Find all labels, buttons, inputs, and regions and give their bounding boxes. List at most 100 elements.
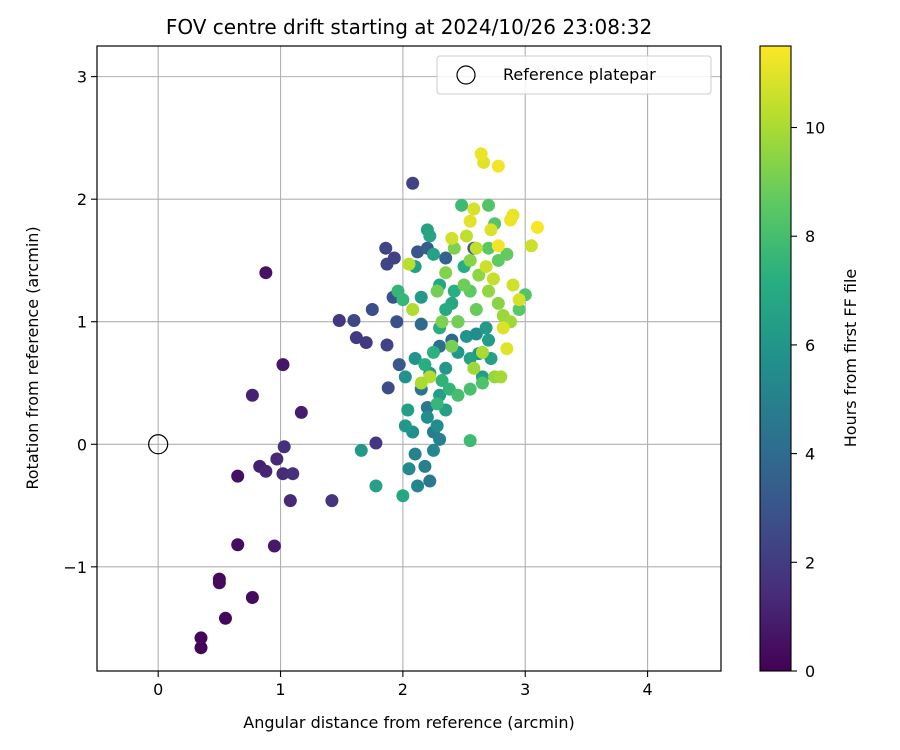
- data-point: [463, 214, 477, 228]
- data-point: [469, 302, 483, 316]
- data-point: [387, 251, 401, 265]
- y-tick-label: −1: [63, 558, 87, 577]
- data-point: [354, 443, 368, 457]
- colorbar-ticks: 0 2 4 6 8 10: [791, 119, 825, 681]
- colorbar-gradient: [760, 46, 791, 671]
- data-point: [194, 641, 208, 655]
- y-axis: −1 0 1 2 3: [63, 68, 97, 577]
- data-point: [463, 434, 477, 448]
- data-points: [194, 147, 544, 655]
- data-point: [460, 329, 474, 343]
- data-point: [524, 239, 538, 253]
- colorbar-tick-label: 8: [805, 227, 815, 246]
- data-point: [457, 278, 471, 292]
- data-point: [530, 220, 544, 234]
- data-point: [259, 266, 273, 280]
- data-point: [447, 241, 461, 255]
- data-point: [369, 479, 383, 493]
- reference-platepar-marker: [148, 434, 169, 455]
- data-point: [482, 198, 496, 212]
- data-point: [474, 147, 488, 161]
- y-tick-label: 3: [77, 68, 87, 87]
- data-point: [267, 539, 281, 553]
- data-point: [347, 314, 361, 328]
- legend: Reference platepar: [436, 55, 712, 95]
- data-point: [408, 447, 422, 461]
- plot-frame: [96, 45, 722, 672]
- data-point: [325, 494, 339, 508]
- data-point: [332, 314, 346, 328]
- colorbar-tick-label: 4: [805, 445, 815, 464]
- data-point: [406, 176, 420, 190]
- data-point: [270, 452, 284, 466]
- legend-box: [436, 55, 712, 95]
- data-point: [460, 229, 474, 243]
- data-point: [294, 405, 308, 419]
- data-point: [245, 590, 259, 604]
- data-point: [286, 467, 300, 481]
- data-point: [396, 293, 410, 307]
- data-point: [276, 358, 290, 372]
- data-point: [512, 302, 526, 316]
- data-point: [365, 302, 379, 316]
- data-point: [496, 321, 510, 335]
- data-point: [423, 474, 437, 488]
- data-point: [418, 358, 432, 372]
- data-point: [212, 576, 226, 590]
- data-point: [390, 315, 404, 329]
- data-point: [398, 370, 412, 384]
- data-point: [484, 223, 498, 237]
- data-point: [500, 247, 514, 261]
- data-point: [420, 410, 434, 424]
- x-tick-label: 3: [520, 680, 530, 699]
- data-point: [430, 419, 444, 433]
- data-point: [445, 231, 459, 245]
- data-point: [406, 302, 420, 316]
- data-point: [218, 611, 232, 625]
- data-point: [426, 443, 440, 457]
- data-point: [420, 401, 434, 415]
- data-point: [398, 419, 412, 433]
- data-point: [408, 352, 422, 365]
- data-point: [486, 272, 500, 286]
- data-point: [369, 436, 383, 450]
- colorbar-tick-label: 6: [805, 336, 815, 355]
- colorbar: 0 2 4 6 8 10 Hours from first FF file: [759, 45, 860, 681]
- legend-label: Reference platepar: [503, 65, 656, 84]
- data-point: [283, 494, 297, 508]
- data-point: [435, 315, 449, 329]
- data-point: [475, 376, 489, 390]
- data-point: [439, 251, 453, 265]
- x-axis-label: Angular distance from reference (arcmin): [243, 713, 574, 732]
- data-point: [469, 241, 483, 255]
- colorbar-tick-label: 2: [805, 553, 815, 572]
- data-point: [414, 376, 428, 390]
- data-point: [491, 159, 505, 173]
- data-point: [418, 459, 432, 473]
- x-tick-label: 4: [642, 680, 652, 699]
- reference-marker-layer: [148, 434, 169, 455]
- data-point: [402, 257, 416, 271]
- data-point: [439, 302, 453, 316]
- data-point: [482, 284, 496, 298]
- data-point: [411, 245, 425, 259]
- data-point: [194, 631, 208, 645]
- data-point: [479, 321, 493, 335]
- data-point: [414, 290, 428, 304]
- colorbar-frame: [759, 45, 792, 672]
- x-tick-label: 1: [275, 680, 285, 699]
- data-point: [447, 284, 461, 298]
- colorbar-tick-label: 10: [805, 119, 825, 138]
- data-point: [392, 358, 406, 372]
- data-point: [439, 266, 453, 280]
- data-point: [500, 342, 514, 356]
- data-point: [396, 489, 410, 503]
- data-point: [506, 278, 520, 292]
- data-point: [379, 241, 393, 255]
- data-point: [445, 339, 459, 353]
- data-point: [455, 198, 469, 212]
- data-point: [472, 268, 486, 282]
- data-point: [402, 462, 416, 476]
- data-point: [479, 260, 493, 274]
